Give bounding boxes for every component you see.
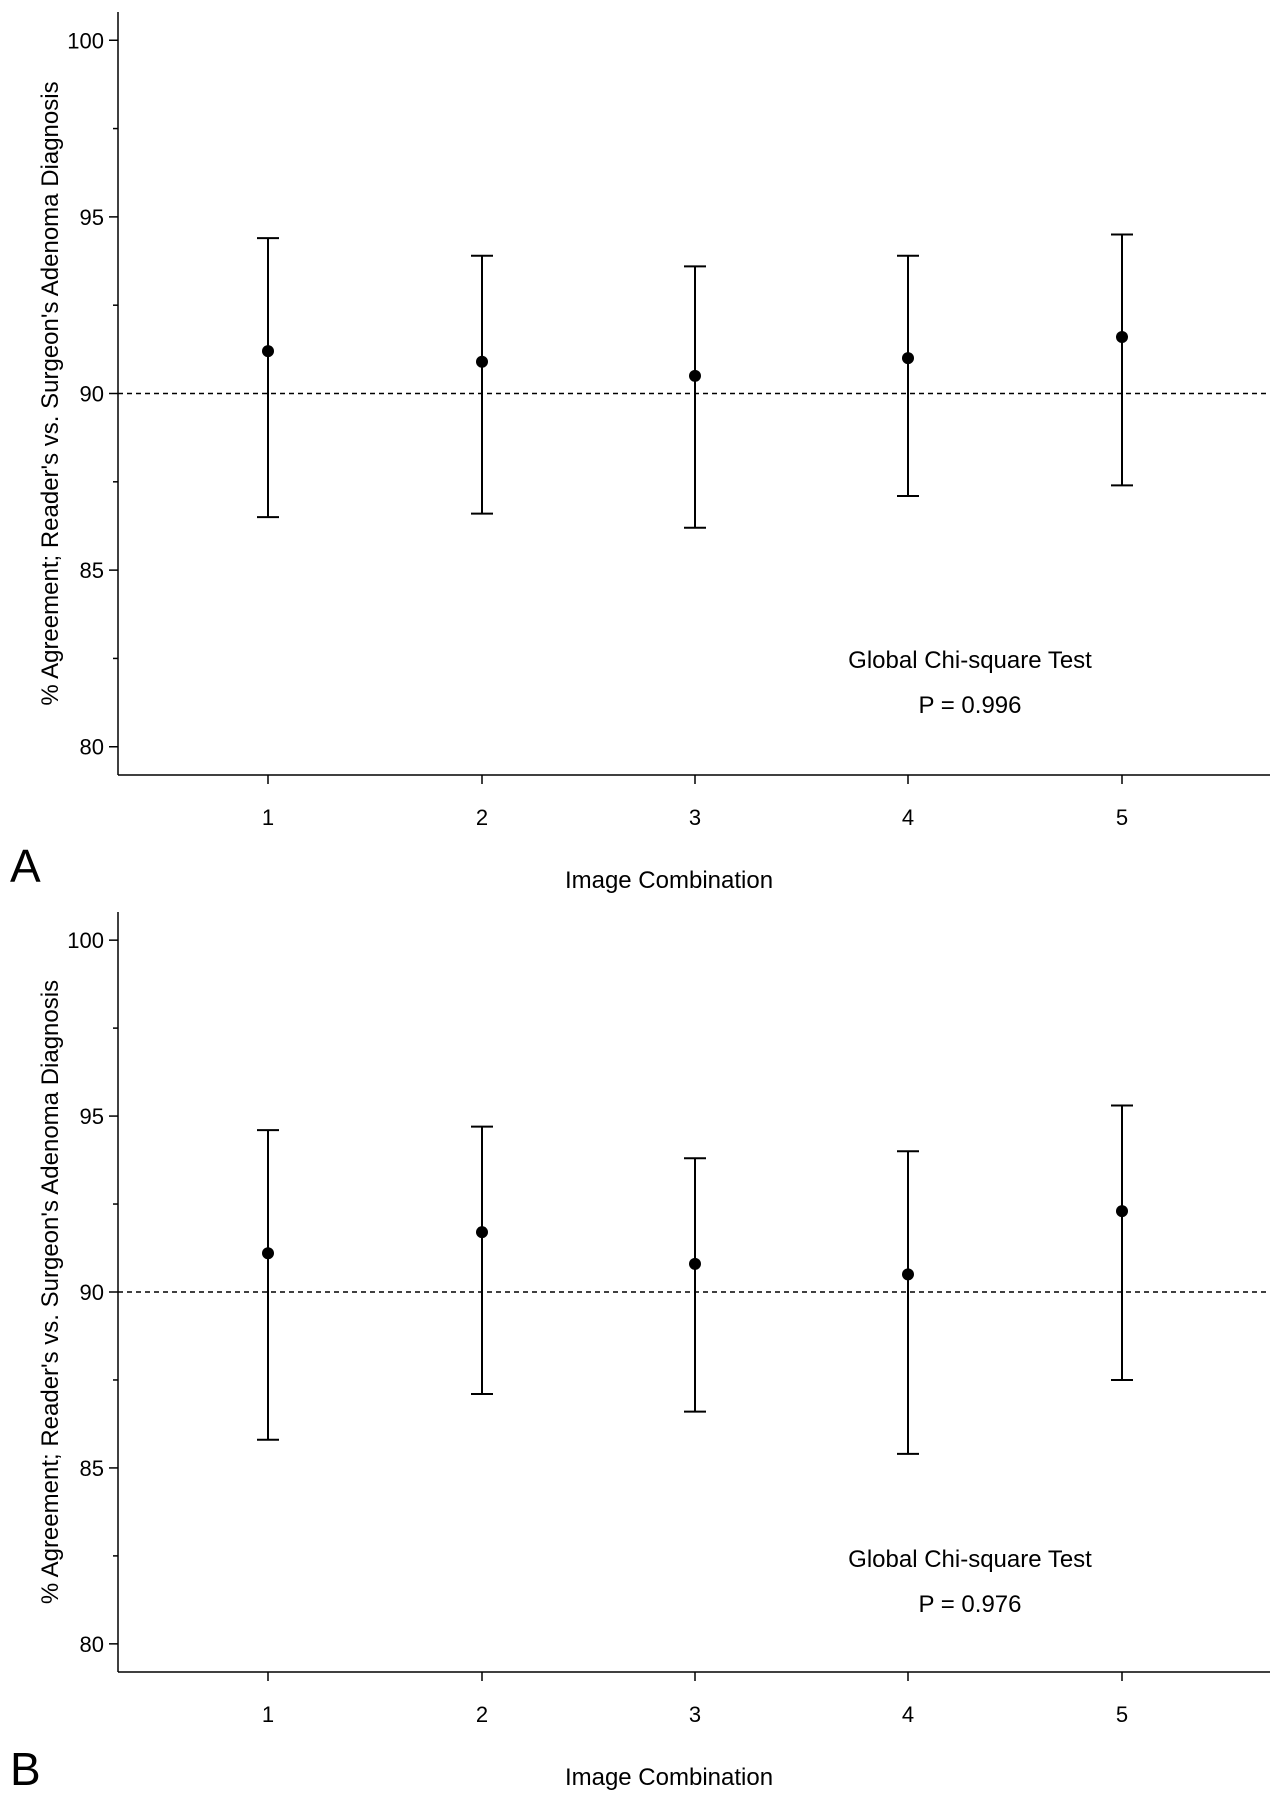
y-tick-label: 95	[80, 1104, 104, 1129]
y-tick-label: 100	[67, 928, 104, 953]
chart-panel-b: 80 85 90 95 100 1 2 3 4 5 Global Chi-square Test P …	[10, 912, 1270, 1795]
x-tick-label: 2	[476, 805, 488, 830]
x-tick-label: 2	[476, 1702, 488, 1727]
x-tick-label: 1	[262, 805, 274, 830]
y-tick-label: 85	[80, 1456, 104, 1481]
x-tick-label: 5	[1116, 1702, 1128, 1727]
y-tick-label: 80	[80, 735, 104, 760]
annotation-p-value: P = 0.996	[919, 692, 1022, 719]
y-tick-label: 90	[80, 1280, 104, 1305]
data-point	[476, 355, 488, 368]
panel-label: A	[10, 840, 41, 892]
annotation-test-name: Global Chi-square Test	[848, 647, 1092, 674]
data-point	[902, 352, 914, 365]
data-point	[689, 369, 701, 382]
x-axis-title: Image Combination	[565, 867, 773, 894]
x-tick-label: 4	[902, 1702, 914, 1727]
y-tick-label: 80	[80, 1632, 104, 1657]
x-tick-label: 1	[262, 1702, 274, 1727]
data-point	[476, 1226, 488, 1239]
data-point	[262, 1247, 274, 1260]
x-tick-label: 3	[689, 805, 701, 830]
annotation-p-value: P = 0.976	[919, 1591, 1022, 1618]
x-tick-label: 5	[1116, 805, 1128, 830]
y-tick-label: 85	[80, 558, 104, 583]
data-point	[1116, 1205, 1128, 1218]
y-tick-label: 95	[80, 205, 104, 230]
y-tick-label: 90	[80, 382, 104, 407]
x-axis-title: Image Combination	[565, 1764, 773, 1791]
data-point	[1116, 330, 1128, 343]
panel-label: B	[10, 1743, 41, 1795]
chart-panel-a: 80 85 90 95 100 1 2 3 4 5 Global Chi-square Test P …	[10, 12, 1270, 894]
x-tick-label: 3	[689, 1702, 701, 1727]
x-tick-label: 4	[902, 805, 914, 830]
annotation-test-name: Global Chi-square Test	[848, 1546, 1092, 1573]
data-point	[262, 345, 274, 358]
data-point	[902, 1268, 914, 1281]
y-tick-label: 100	[67, 28, 104, 53]
data-point	[689, 1257, 701, 1270]
y-axis-title: % Agreement; Reader's vs. Surgeon's Aden…	[37, 81, 64, 705]
y-axis-title: % Agreement; Reader's vs. Surgeon's Aden…	[37, 980, 64, 1604]
